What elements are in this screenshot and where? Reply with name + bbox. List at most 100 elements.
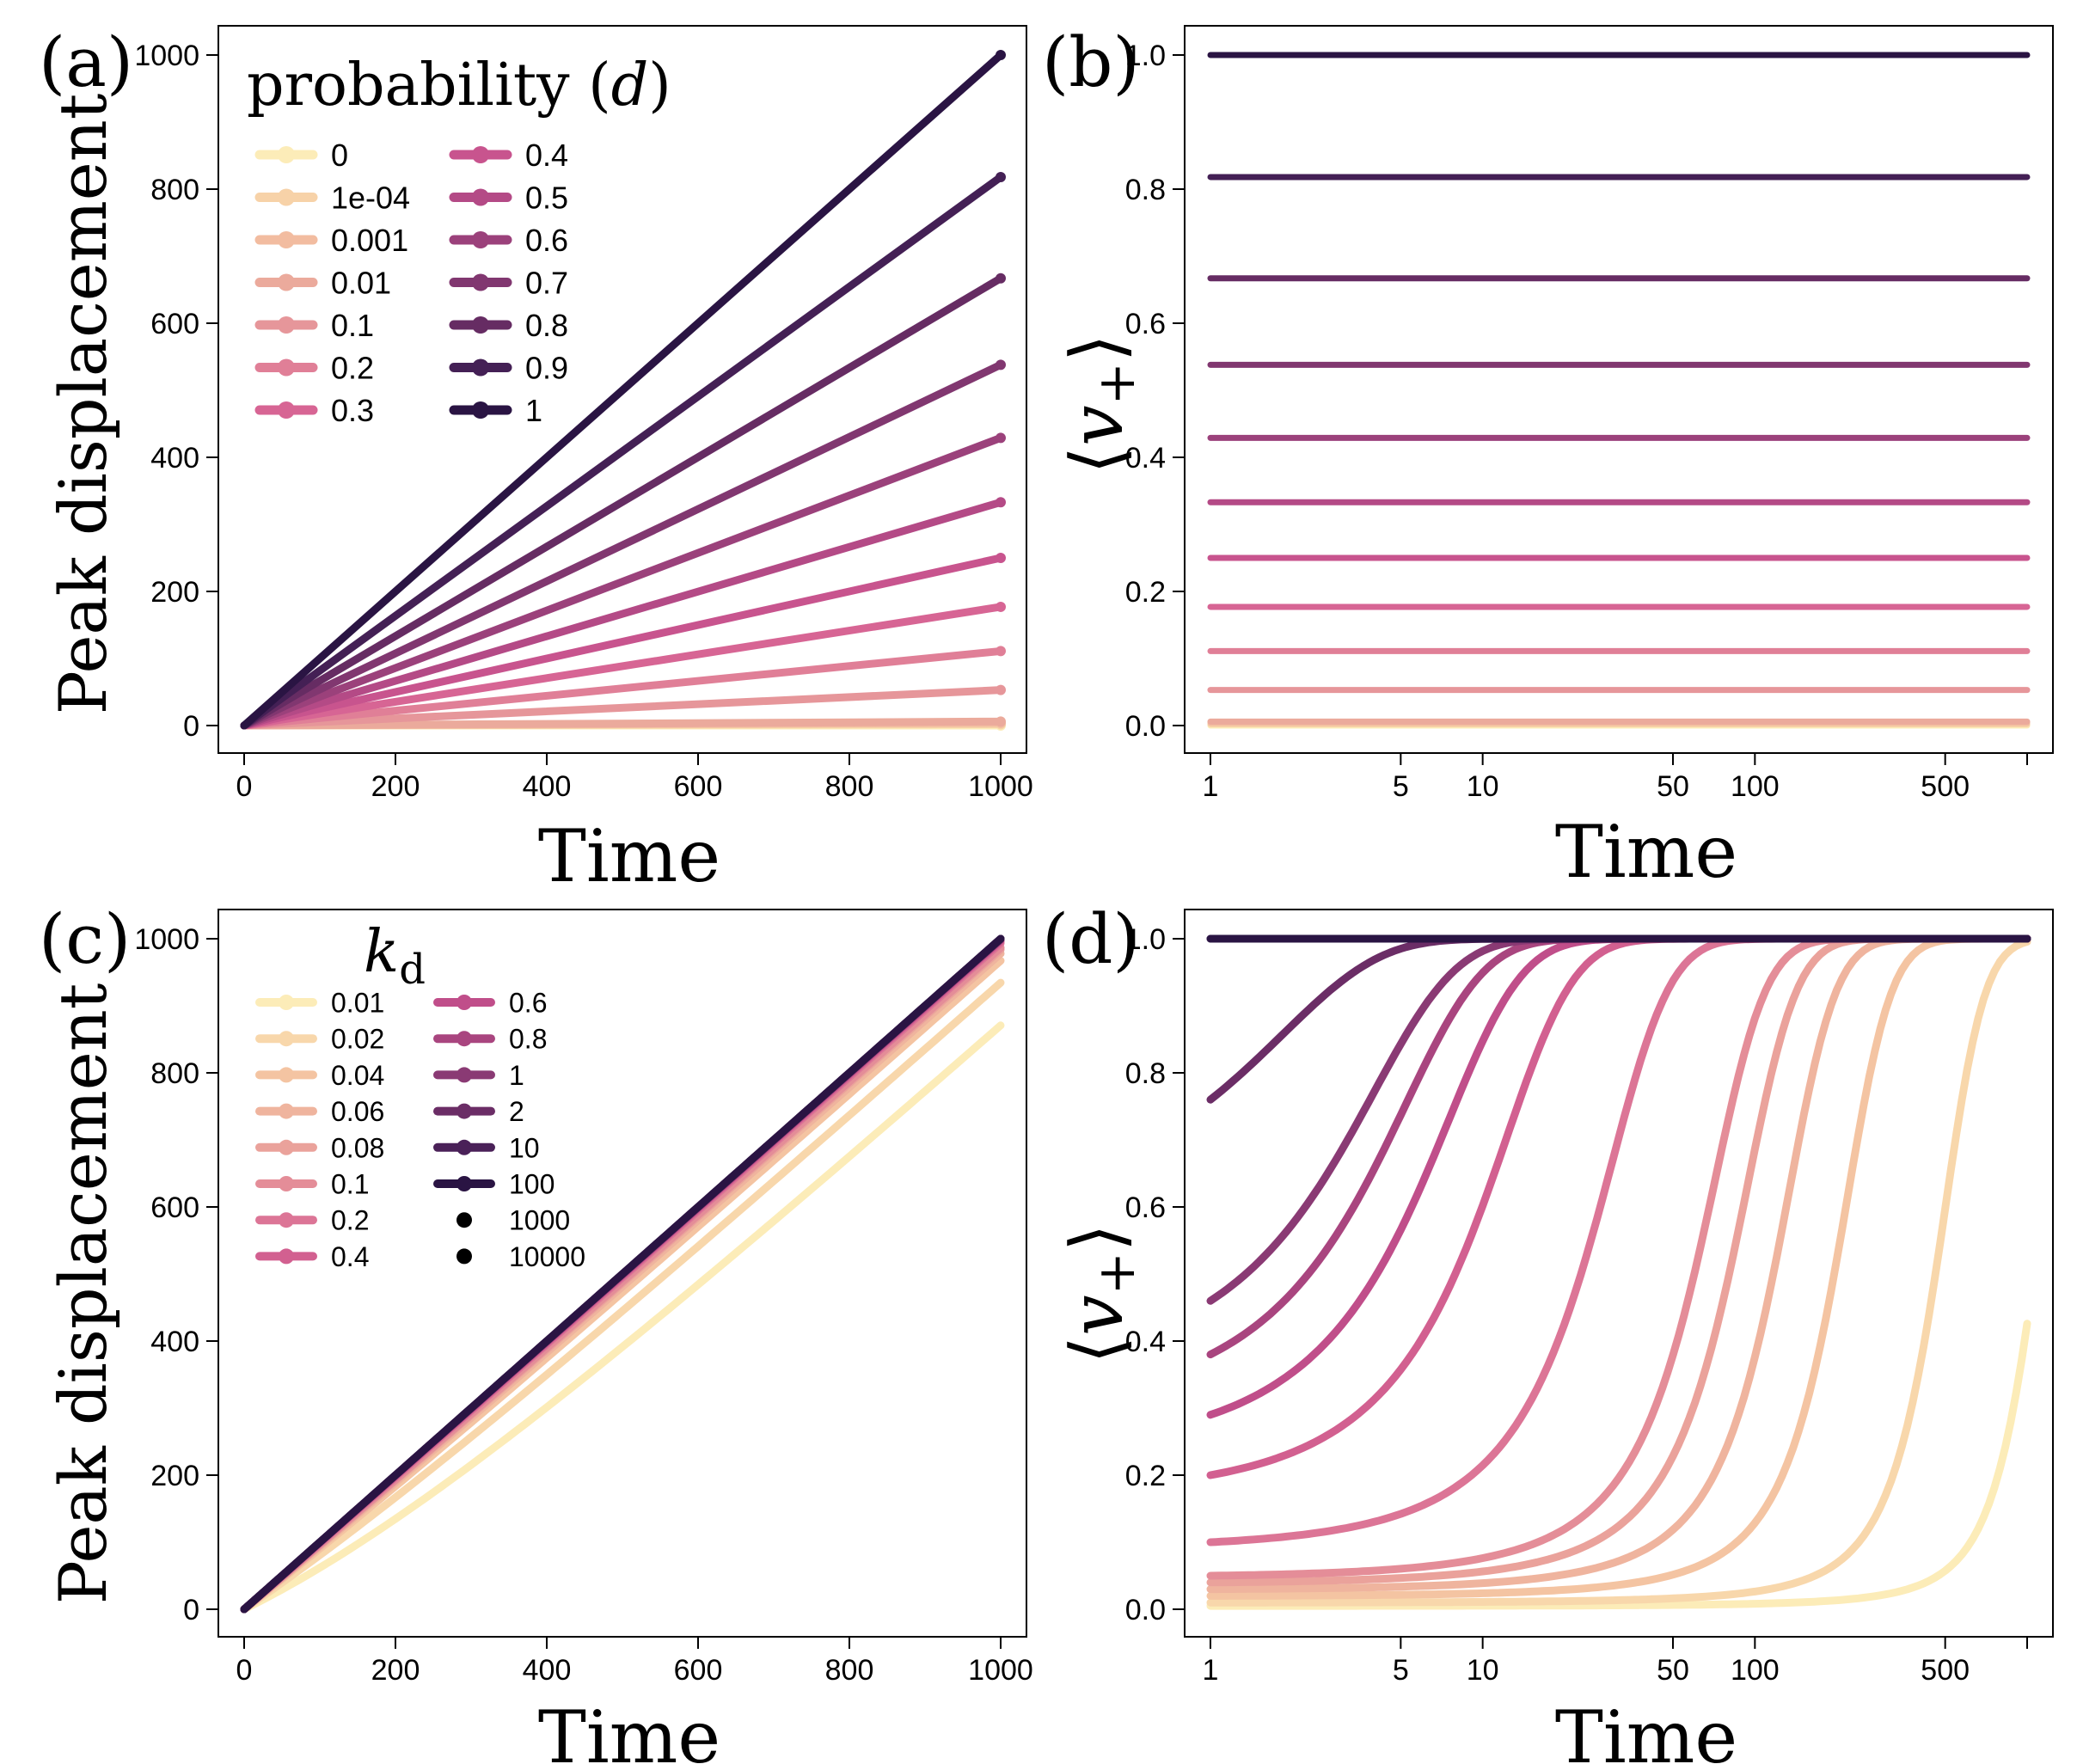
- y-tick-label: 0: [183, 1594, 199, 1626]
- legend-label: 0.2: [331, 350, 374, 385]
- legend-marker: [456, 1139, 472, 1155]
- series-line-0.8: [240, 274, 1005, 730]
- legend-label: 0.02: [331, 1024, 384, 1055]
- series-line-0.9: [240, 173, 1005, 730]
- x-axis-label: Time: [1555, 1695, 1737, 1764]
- y-axis-label: Peak displacement: [45, 94, 121, 715]
- legend-marker: [456, 1031, 472, 1047]
- y-axis-label: ⟨v+⟩: [1055, 334, 1147, 474]
- legend-marker: [472, 188, 489, 206]
- legend-marker: [278, 231, 295, 248]
- legend-marker: [278, 273, 295, 291]
- legend-label: 1000: [509, 1205, 570, 1236]
- series-line-0.4: [1206, 934, 2031, 1479]
- x-tick-label: 0: [236, 770, 253, 803]
- legend-marker: [279, 1103, 294, 1119]
- legend-label: 1e-04: [331, 180, 410, 215]
- series-end-marker: [996, 553, 1006, 563]
- series-line-0.7: [240, 360, 1005, 730]
- x-tick-label: 600: [674, 1654, 723, 1687]
- legend-label: 0.06: [331, 1096, 384, 1127]
- series-end-marker: [996, 273, 1006, 284]
- x-tick-label: 10: [1467, 1654, 1499, 1687]
- legend-marker: [472, 231, 489, 248]
- legend-label: 0.1: [331, 308, 374, 343]
- legend-marker: [472, 316, 489, 334]
- series-end-marker: [996, 50, 1006, 60]
- series-line-0.01: [240, 717, 1005, 730]
- y-tick-label: 800: [150, 1057, 199, 1090]
- series-line-0.02: [240, 978, 1005, 1614]
- plot-frame: [218, 909, 1027, 1638]
- legend-label: 10: [509, 1132, 540, 1163]
- legend-label: 0.9: [525, 350, 568, 385]
- x-tick-label: 50: [1657, 770, 1689, 803]
- legend-title: probability (d): [247, 52, 671, 119]
- x-axis-label: Time: [538, 1695, 720, 1764]
- y-tick-label: 200: [150, 576, 199, 609]
- y-tick-label: 1000: [134, 923, 199, 956]
- y-tick-label: 0.4: [1125, 442, 1166, 475]
- legend-label: 0.6: [509, 988, 547, 1019]
- x-tick-label: 800: [825, 770, 874, 803]
- series-line-0.04: [1206, 934, 2031, 1600]
- y-tick-label: 0.8: [1125, 1057, 1166, 1090]
- panel-a: 0 200 400 600 800 100002004006008001000(a)Tim…: [39, 22, 1033, 898]
- x-tick-label: 50: [1657, 1654, 1689, 1687]
- x-tick-label: 500: [1921, 1654, 1970, 1687]
- x-tick-label: 600: [674, 770, 723, 803]
- legend-marker: [456, 1248, 472, 1265]
- legend-label: 100: [509, 1169, 554, 1200]
- legend-label: 0.3: [331, 393, 374, 428]
- series-end-marker: [996, 171, 1006, 182]
- series-end-marker: [996, 646, 1006, 657]
- x-axis-label: Time: [1555, 810, 1737, 894]
- legend-label: 0.01: [331, 988, 384, 1019]
- y-tick-label: 1.0: [1125, 923, 1166, 956]
- x-tick-label: 100: [1731, 1654, 1780, 1687]
- y-tick-label: 0: [183, 710, 199, 743]
- x-tick-label: 800: [825, 1654, 874, 1687]
- y-tick-label: 200: [150, 1460, 199, 1492]
- legend-title: kd: [364, 918, 426, 994]
- x-tick-label: 200: [371, 1654, 420, 1687]
- x-tick-label: 500: [1921, 770, 1970, 803]
- legend-label: 0.2: [331, 1205, 369, 1236]
- legend-marker: [456, 1176, 472, 1191]
- x-tick-label: 10: [1467, 770, 1499, 803]
- panel-label: (d): [1042, 899, 1140, 979]
- legend-marker: [279, 1176, 294, 1191]
- series-line-0.06: [1206, 934, 2031, 1594]
- legend-label: 0.4: [331, 1241, 369, 1272]
- legend-label: 0.1: [331, 1169, 369, 1200]
- legend-marker: [278, 146, 295, 163]
- series-line-0.6: [240, 433, 1005, 730]
- series-end-marker: [996, 497, 1006, 508]
- legend-label: 0.001: [331, 223, 408, 258]
- legend-marker: [456, 1212, 472, 1228]
- y-tick-label: 400: [150, 442, 199, 475]
- legend-marker: [278, 358, 295, 377]
- y-tick-label: 0.8: [1125, 174, 1166, 206]
- series-line-0.02: [1206, 938, 2031, 1607]
- y-axis-label: Peak displacement: [45, 983, 121, 1605]
- series-end-marker: [996, 716, 1006, 727]
- panel-d: 1 5 10 50 100 500 0.0 0.2 0.4 0.6 0.8 1.0(d) Time ⟨v+…: [1042, 899, 2054, 1764]
- legend-label: 0.8: [509, 1024, 547, 1055]
- series-end-marker: [996, 684, 1006, 695]
- legend-label: 0.6: [525, 223, 568, 258]
- x-tick-label: 400: [523, 1654, 572, 1687]
- y-tick-label: 800: [150, 174, 199, 206]
- plot-frame: [1184, 25, 2054, 754]
- x-axis-label: Time: [538, 814, 720, 898]
- legend-label: 0.04: [331, 1060, 384, 1091]
- x-tick-label: 5: [1393, 1654, 1409, 1687]
- legend-marker: [278, 401, 295, 419]
- legend-label: 2: [509, 1096, 524, 1127]
- series-end-marker: [996, 601, 1006, 612]
- series-line-0.5: [240, 498, 1005, 730]
- panel-b: 1 5 10 50 100 500 0.0 0.2 0.4 0.6 0.8 1.0(b) Time ⟨v+…: [1042, 22, 2054, 894]
- plot-frame: [1184, 909, 2054, 1638]
- x-tick-label: 0: [236, 1654, 253, 1687]
